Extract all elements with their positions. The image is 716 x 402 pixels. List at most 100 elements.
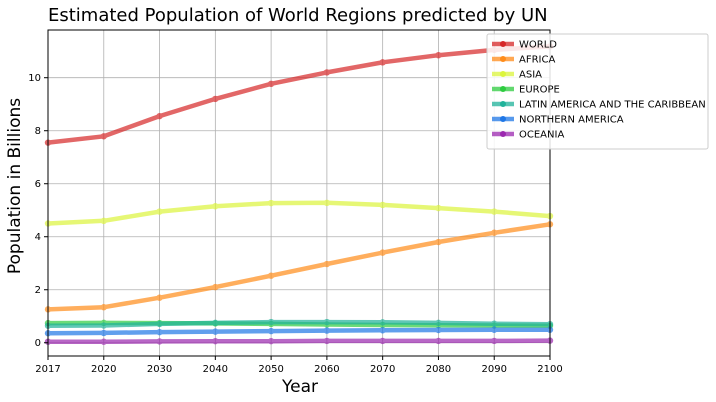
series-northern-america [44, 326, 554, 337]
chart-title: Estimated Population of World Regions pr… [48, 5, 548, 26]
x-tick-label: 2020 [91, 364, 116, 375]
series-asia [44, 199, 554, 227]
legend-label: OCEANIA [519, 130, 564, 141]
x-axis-label: Year [281, 377, 318, 397]
data-point [323, 199, 331, 207]
data-point [323, 318, 331, 326]
series-line [45, 200, 553, 226]
data-point [267, 272, 275, 279]
legend-item: WORLD [492, 40, 557, 51]
y-tick-label: 0 [35, 338, 41, 349]
legend-item: AFRICA [492, 55, 555, 66]
data-point [212, 328, 219, 335]
data-point [323, 327, 331, 334]
x-tick-label: 2050 [258, 364, 283, 375]
legend-marker [500, 101, 506, 107]
legend-item: LATIN AMERICA AND THE CARIBBEAN [492, 100, 706, 111]
data-point [156, 328, 163, 336]
legend-marker [500, 41, 506, 47]
data-point [156, 208, 163, 215]
legend-item: OCEANIA [492, 130, 564, 141]
legend-marker [500, 86, 506, 92]
series-line [45, 319, 553, 329]
data-point [100, 304, 107, 311]
x-tick-label: 2040 [203, 364, 228, 375]
data-point [491, 208, 498, 215]
series-africa [44, 221, 554, 313]
legend-label: ASIA [519, 70, 542, 81]
legend-label: EUROPE [519, 85, 560, 96]
series-line [45, 327, 553, 336]
series-line [45, 44, 553, 145]
data-point [267, 199, 275, 207]
data-point [156, 112, 163, 120]
data-point [212, 203, 219, 210]
x-tick-label: 2017 [35, 364, 60, 375]
data-point [100, 133, 107, 140]
x-tick-label: 2080 [426, 364, 451, 375]
x-axis-ticks: 2017 2020 2030 2040 2050 2060 2070 2080 2090 2100 [35, 356, 563, 375]
data-point [435, 337, 442, 345]
y-tick-label: 10 [28, 73, 41, 84]
series-line [45, 338, 553, 344]
data-point [323, 260, 331, 268]
data-point [156, 320, 163, 328]
data-point [435, 319, 442, 327]
data-point [156, 338, 163, 345]
data-point [491, 229, 498, 236]
y-tick-label: 4 [35, 232, 41, 243]
data-point [323, 69, 331, 76]
data-point [379, 201, 386, 209]
legend-label: WORLD [519, 40, 557, 51]
legend-item: NORTHERN AMERICA [492, 115, 624, 126]
data-point [491, 320, 498, 327]
data-point [156, 294, 163, 301]
legend-item: ASIA [492, 70, 542, 81]
data-point [435, 326, 442, 334]
legend-box [486, 33, 709, 150]
legend-marker [500, 116, 506, 122]
legend-label: AFRICA [519, 55, 555, 66]
legend-marker [500, 71, 506, 77]
data-point [212, 337, 219, 345]
data-point [491, 337, 498, 345]
data-point [100, 338, 107, 345]
legend-marker [500, 131, 506, 137]
legend: WORLD AFRICA ASIA EUROPE LATIN AMERICA AND T… [486, 33, 709, 150]
series-oceania [44, 337, 554, 345]
x-tick-label: 2100 [537, 364, 562, 375]
data-point [212, 283, 219, 291]
plot-frame [47, 29, 551, 357]
data-point [379, 337, 386, 345]
data-point [100, 322, 107, 329]
y-tick-label: 2 [35, 285, 41, 296]
legend-label: NORTHERN AMERICA [519, 115, 624, 126]
x-tick-label: 2030 [147, 364, 172, 375]
y-axis-ticks: 0 2 4 6 8 10 [28, 73, 48, 349]
legend-marker [500, 56, 506, 62]
data-point [435, 51, 442, 59]
x-tick-label: 2060 [314, 364, 339, 375]
series-line [45, 222, 553, 312]
data-point [435, 204, 442, 212]
data-point [267, 318, 275, 326]
data-point [212, 95, 219, 103]
data-point [323, 337, 331, 345]
data-point [435, 238, 442, 246]
data-point [379, 319, 386, 326]
y-axis-label: Population in Billions [5, 98, 25, 274]
data-point [491, 326, 498, 333]
data-point [379, 327, 386, 334]
data-point [267, 337, 275, 345]
data-point [267, 327, 275, 335]
legend-label: LATIN AMERICA AND THE CARIBBEAN [519, 100, 706, 111]
legend-item: EUROPE [492, 85, 560, 96]
y-tick-label: 8 [35, 126, 41, 137]
data-point [267, 80, 275, 88]
x-tick-label: 2090 [481, 364, 506, 375]
data-point [379, 59, 386, 66]
data-point [100, 217, 107, 225]
data-point [100, 329, 107, 337]
x-tick-label: 2070 [370, 364, 395, 375]
